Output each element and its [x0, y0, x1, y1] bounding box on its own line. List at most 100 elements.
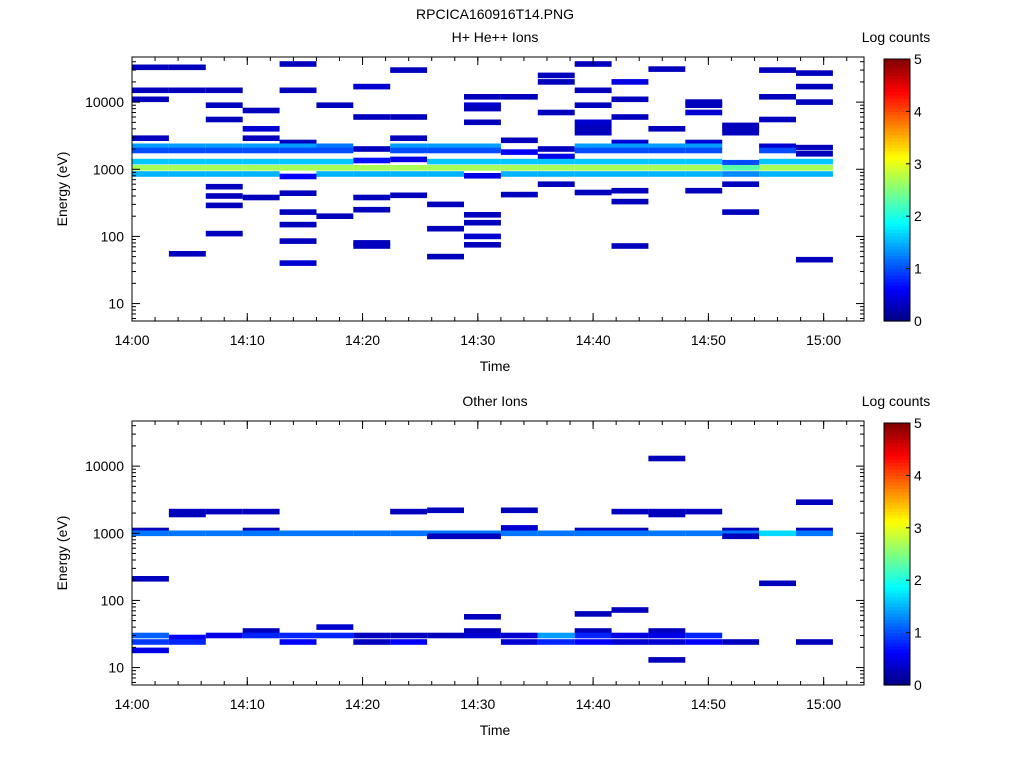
heatmap-cell [353, 243, 391, 249]
heatmap-cell [574, 530, 612, 537]
heatmap-cell [722, 209, 760, 215]
heatmap-cell [316, 632, 354, 639]
colorbar-tick-label: 2 [914, 572, 922, 588]
colorbar-segment [884, 235, 910, 240]
colorbar-segment [884, 655, 910, 660]
colorbar-segment [884, 271, 910, 276]
heatmap-cell [168, 147, 206, 154]
heatmap-cell [427, 225, 464, 232]
heatmap-cell [722, 639, 760, 645]
heatmap-cell [464, 105, 501, 112]
colorbar-segment [884, 567, 910, 571]
colorbar-segment [884, 108, 910, 113]
heatmap-cell [427, 143, 464, 150]
heatmap-cell [722, 126, 760, 132]
colorbar-segment [884, 301, 910, 306]
x-tick-label: 14:30 [460, 696, 495, 712]
colorbar-segment [884, 163, 910, 168]
heatmap-cell [611, 243, 649, 249]
y-tick-label: 10000 [85, 458, 124, 474]
heatmap-cell [132, 576, 169, 582]
colorbar-segment [884, 88, 910, 93]
heatmap-cell [722, 530, 760, 537]
x-tick-label: 14:40 [576, 696, 611, 712]
heatmap-cell [242, 143, 280, 150]
colorbar-segment [884, 491, 910, 496]
heatmap-cell [390, 639, 428, 645]
heatmap-cell [205, 230, 243, 237]
colorbar-segment [884, 127, 910, 132]
heatmap-cell [242, 628, 280, 634]
heatmap-cell [205, 158, 243, 165]
heatmap-cell [685, 147, 723, 154]
heatmap-cell [574, 147, 612, 154]
colorbar-segment [884, 121, 910, 126]
heatmap-cell [574, 171, 612, 177]
colorbar-segment [884, 275, 910, 280]
heatmap-cell [722, 122, 760, 129]
colorbar-tick-label: 1 [914, 261, 922, 277]
heatmap-cell [796, 499, 833, 505]
heatmap-cell [464, 533, 501, 540]
heatmap-cell [537, 181, 575, 187]
colorbar-segment [884, 639, 910, 644]
plot-frame [131, 420, 865, 686]
panel-h-he-ions: H+ He++ Ions Time Energy (eV) Log counts… [54, 29, 930, 374]
heatmap-cell [611, 79, 649, 85]
x-tick-label: 14:10 [230, 332, 265, 348]
heatmap-cell [611, 147, 649, 154]
heatmap-cell [132, 135, 169, 141]
heatmap-cells [132, 61, 833, 266]
heatmap-cell [205, 202, 243, 209]
x-tick-label: 14:40 [576, 332, 611, 348]
heatmap-cell [759, 530, 796, 537]
heatmap-cell [648, 639, 686, 645]
heatmap-cell [722, 165, 760, 171]
file-title: RPCICA160916T14.PNG [416, 6, 574, 22]
colorbar-segment [884, 462, 910, 467]
heatmap-cell [242, 158, 280, 165]
heatmap-cell [242, 171, 280, 177]
colorbar-segment [884, 134, 910, 139]
colorbar-segment [884, 140, 910, 145]
heatmap-cell [353, 83, 391, 90]
colorbar-segment [884, 468, 910, 473]
heatmap-cell [685, 109, 723, 116]
colorbar-segment [884, 131, 910, 135]
colorbar-segment [884, 632, 910, 637]
panel-title: H+ He++ Ions [452, 29, 539, 45]
heatmap-cell [390, 135, 428, 141]
colorbar-segment [884, 550, 910, 555]
colorbar-tick-label: 5 [914, 415, 922, 431]
colorbar-segment [884, 101, 910, 106]
heatmap-cell [132, 165, 169, 171]
heatmap-cell [648, 508, 686, 515]
heatmap-cell [132, 647, 169, 654]
heatmap-cell [574, 102, 612, 108]
heatmap-cell [685, 639, 723, 645]
colorbar-segment [884, 59, 910, 63]
colorbar-segment [884, 488, 910, 493]
colorbar-segment [884, 137, 910, 142]
colorbar-tick-label: 1 [914, 625, 922, 641]
colorbar-segment [884, 196, 910, 201]
heatmap-cell [464, 158, 501, 165]
heatmap-cell [500, 530, 538, 537]
x-tick-label: 14:20 [345, 696, 380, 712]
heatmap-cell [168, 158, 206, 165]
heatmap-cell [611, 187, 649, 194]
x-tick-label: 14:00 [114, 696, 149, 712]
heatmap-cell [390, 114, 428, 120]
heatmap-cell [685, 143, 723, 150]
y-tick-label: 1000 [93, 525, 124, 541]
y-tick-label: 1000 [93, 161, 124, 177]
colorbar-segment [884, 304, 910, 309]
heatmap-cell [427, 530, 464, 537]
heatmap-cell [316, 171, 354, 177]
heatmap-cell [168, 639, 206, 645]
heatmap-cell [205, 165, 243, 171]
y-tick-label: 10 [108, 660, 124, 676]
heatmap-cell [316, 624, 354, 630]
x-tick-label: 15:00 [806, 696, 841, 712]
